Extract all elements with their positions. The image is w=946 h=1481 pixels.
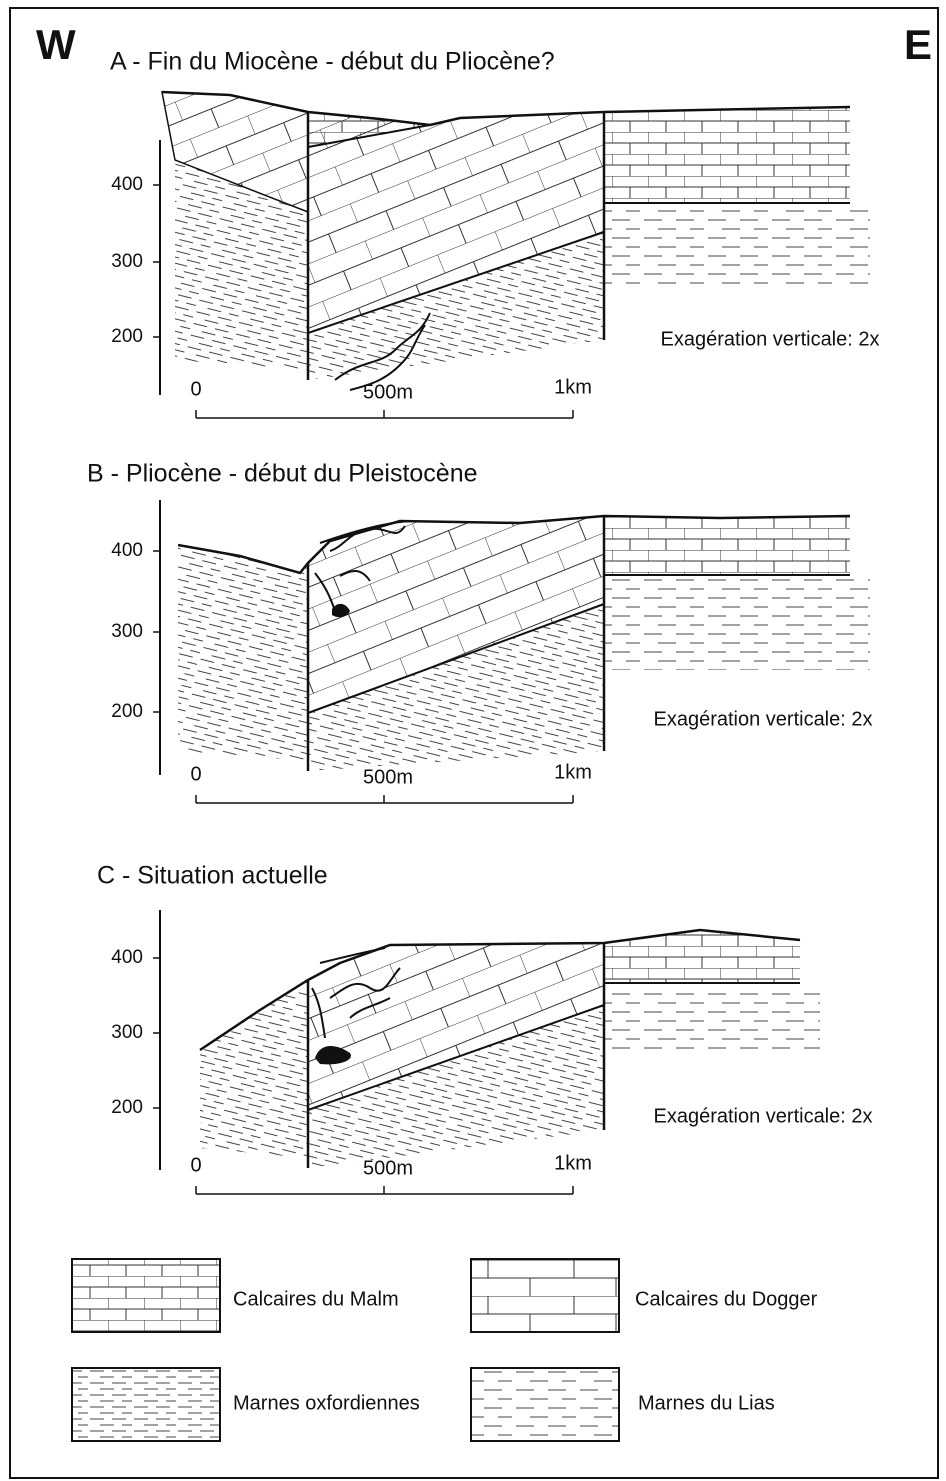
panel-title: C - Situation actuelle <box>97 862 328 890</box>
legend-label: Marnes du Lias <box>638 1392 775 1414</box>
scale-label: 500m <box>363 766 413 788</box>
scale-label: 0 <box>190 378 201 400</box>
marnes-lias <box>604 579 870 670</box>
exaggeration-note: Exagération verticale: 2x <box>653 1105 872 1127</box>
altitude-label: 200 <box>111 1097 143 1118</box>
legend: Calcaires du Malm Calcaires du Dogger Marn… <box>72 1259 818 1441</box>
altitude-label: 300 <box>111 621 143 642</box>
calcaires-malm-right <box>604 107 850 203</box>
figure: W E 400 300 200 0 500m 1km A - Fin du Miocène … <box>0 0 946 1481</box>
legend-label: Calcaires du Malm <box>233 1288 399 1310</box>
altitude-label: 200 <box>111 701 143 722</box>
scale-label: 500m <box>363 381 413 403</box>
scale-label: 1km <box>554 376 592 398</box>
east-label: E <box>904 21 932 68</box>
altitude-label: 400 <box>111 540 143 561</box>
exaggeration-note: Exagération verticale: 2x <box>660 328 879 350</box>
marnes-oxfordiennes <box>200 980 308 1158</box>
scale-label: 1km <box>554 761 592 783</box>
panel-title: A - Fin du Miocène - début du Pliocène? <box>110 48 555 76</box>
altitude-label: 200 <box>111 326 143 347</box>
scale-label: 1km <box>554 1152 592 1174</box>
cross-section: 400 300 200 0 500m 1km B - Pliocène - début du… <box>87 460 873 803</box>
legend-swatch <box>72 1368 220 1441</box>
scale-label: 0 <box>190 763 201 785</box>
legend-label: Marnes oxfordiennes <box>233 1392 420 1414</box>
cross-sections: 400 300 200 0 500m 1km A - Fin du Miocène - dé… <box>87 48 880 1194</box>
altitude-label: 400 <box>111 947 143 968</box>
altitude-label: 400 <box>111 174 143 195</box>
cross-section: 400 300 200 0 500m 1km A - Fin du Miocène - dé… <box>110 48 880 418</box>
marnes-lias <box>604 207 870 289</box>
cross-section: 400 300 200 0 500m 1km C - Situation actuelle E… <box>97 862 873 1194</box>
marnes-lias <box>604 987 820 1052</box>
marnes-oxfordiennes <box>178 545 308 761</box>
legend-label: Calcaires du Dogger <box>635 1288 818 1310</box>
panel-title: B - Pliocène - début du Pleistocène <box>87 460 478 488</box>
calcaires-malm-right <box>604 516 850 575</box>
west-label: W <box>36 21 76 68</box>
exaggeration-note: Exagération verticale: 2x <box>653 708 872 730</box>
scale-label: 0 <box>190 1154 201 1176</box>
legend-swatch <box>471 1368 619 1441</box>
altitude-label: 300 <box>111 251 143 272</box>
legend-swatch <box>471 1259 619 1332</box>
scale-label: 500m <box>363 1157 413 1179</box>
legend-swatch <box>72 1259 220 1332</box>
altitude-label: 300 <box>111 1022 143 1043</box>
